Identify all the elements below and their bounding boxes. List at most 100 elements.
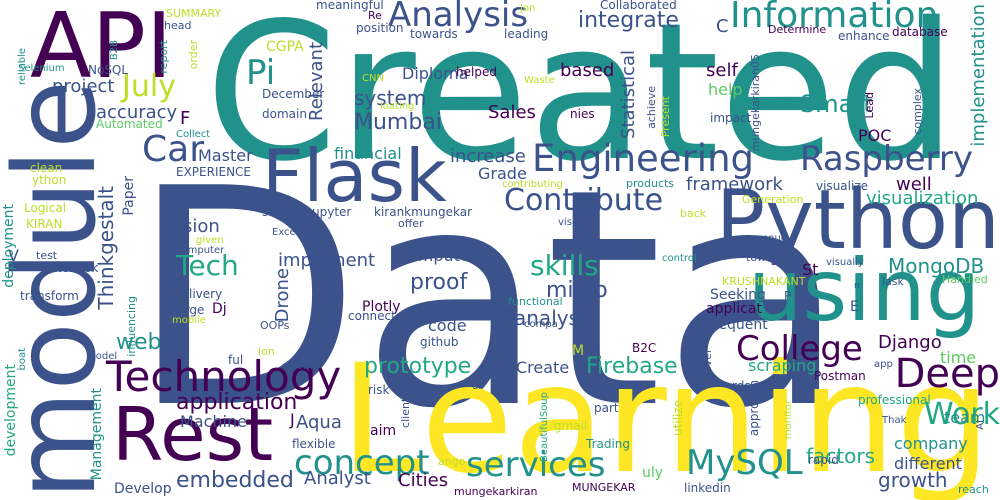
word-utilize: utilize <box>671 400 685 436</box>
word-professional: professional <box>858 393 931 407</box>
word-towa: towa <box>746 251 773 264</box>
word-upyter: upyter <box>312 205 352 219</box>
word-ur: ur <box>472 381 483 392</box>
word-oops: OOPs <box>260 319 290 332</box>
word-embedded: embedded <box>176 468 294 493</box>
word-services: services <box>466 445 606 485</box>
word-flask: Flask <box>262 134 447 218</box>
word-jon: Jon <box>520 3 536 14</box>
word-driving: driving <box>282 359 321 372</box>
word-present: Present <box>659 96 672 138</box>
word-deep: Deep <box>894 351 1000 397</box>
word-lask: lask <box>882 275 904 288</box>
word-postman: Postman <box>814 369 866 383</box>
word-abilities: abilities <box>408 303 455 317</box>
word-re: Re <box>368 9 382 22</box>
word-e: E <box>850 299 859 315</box>
word-well: well <box>896 174 932 195</box>
word-summary: SUMMARY <box>166 7 222 20</box>
word-handled: Handled <box>942 273 988 286</box>
word-aim: aim <box>370 423 397 439</box>
word-frequent: frequent <box>708 317 768 333</box>
word-plotly: Plotly <box>362 299 401 315</box>
word-django: Django <box>878 332 942 353</box>
word-reliable: reliable <box>17 48 28 86</box>
word-raspberry: Raspberry <box>800 139 973 179</box>
word-computer: computer <box>176 245 225 256</box>
word-visualization: visualization <box>866 188 979 209</box>
word-collaborated: Collaborated <box>600 0 677 12</box>
word-implement: implement <box>278 250 376 271</box>
word-achieve: achieve <box>645 86 658 129</box>
word-p: P <box>784 289 792 303</box>
word-integrate: integrate <box>578 8 679 33</box>
word-cities: Cities <box>398 470 449 491</box>
word-different: different <box>894 454 962 473</box>
word-scraping: scraping <box>748 356 817 375</box>
word-c: C <box>716 16 729 37</box>
word-implementation: implementation <box>968 4 989 147</box>
word-kiran: KIRAN <box>26 217 63 231</box>
word-impact: impact <box>710 111 752 125</box>
word-rds: rds <box>732 379 751 393</box>
word-domain: domain <box>262 107 307 121</box>
word-car: Car <box>142 129 204 170</box>
word-model: model <box>86 351 118 362</box>
word-micro: micro <box>546 278 608 303</box>
word-mongodb: MongoDB <box>888 254 985 278</box>
word-data: Data <box>130 125 847 474</box>
word-app: app <box>874 359 893 370</box>
word-order: order <box>187 40 200 70</box>
word-mungekarkiran05: mungekarkiran05 <box>749 54 762 152</box>
word-paper: Paper <box>121 176 137 216</box>
word-team: team <box>944 408 986 427</box>
word-pi: Pi <box>246 53 276 93</box>
word-connect: connect <box>348 309 396 323</box>
word-nies: nies <box>570 107 595 121</box>
word-flexible: flexible <box>292 437 336 451</box>
word-large: large <box>174 303 205 317</box>
word-based: based <box>560 60 615 81</box>
word-concept: concept <box>294 443 430 483</box>
word-transform: transform <box>20 289 79 303</box>
word-visualize: visualize <box>816 179 868 193</box>
word-prototype: prototype <box>364 354 472 379</box>
word-determine: Determine <box>768 23 827 36</box>
word-visually: visually <box>826 257 864 268</box>
word-lead: Lead <box>863 92 876 119</box>
word-test: test <box>36 249 58 262</box>
word-created: Created <box>205 0 957 203</box>
word-increase: increase <box>450 146 526 167</box>
word-uly: uly <box>642 465 664 481</box>
word-smart: Smart <box>800 90 873 118</box>
word-towards: towards <box>410 27 458 41</box>
word-ango: ango <box>438 455 466 468</box>
word-loating: loating <box>380 101 415 112</box>
word-vision: vision <box>558 217 588 228</box>
word-monitor: monitor <box>783 400 794 440</box>
word-gmail: gmail <box>554 419 588 433</box>
word-revenue: revenue <box>746 233 787 244</box>
word-contribute: Contribute <box>504 183 664 218</box>
word-risk: risk <box>368 383 390 397</box>
word-project: project <box>52 76 115 97</box>
word-products: products <box>626 177 675 190</box>
word-collect: Collect <box>176 129 211 140</box>
word-report: report <box>157 40 170 74</box>
word-v: V <box>8 246 19 265</box>
word-n: n <box>854 281 860 291</box>
word-help: help <box>708 80 743 99</box>
word-part: part <box>594 401 619 415</box>
word-college: College <box>736 329 863 369</box>
word-mumbai: Mumbai <box>354 110 442 135</box>
word-code: code <box>428 316 467 335</box>
word-seeking: Seeking <box>710 287 766 303</box>
word-influencing: influencing <box>125 296 138 357</box>
word-experience: EXPERIENCE <box>176 165 252 179</box>
word-drone: Drone <box>272 268 293 323</box>
word-rest: Rest <box>112 392 274 478</box>
word-generation: Generation <box>742 193 804 206</box>
word-cgpa: CGPA <box>266 39 304 55</box>
word-waste: Waste <box>524 75 555 86</box>
word-scraped: scraped <box>262 205 310 219</box>
